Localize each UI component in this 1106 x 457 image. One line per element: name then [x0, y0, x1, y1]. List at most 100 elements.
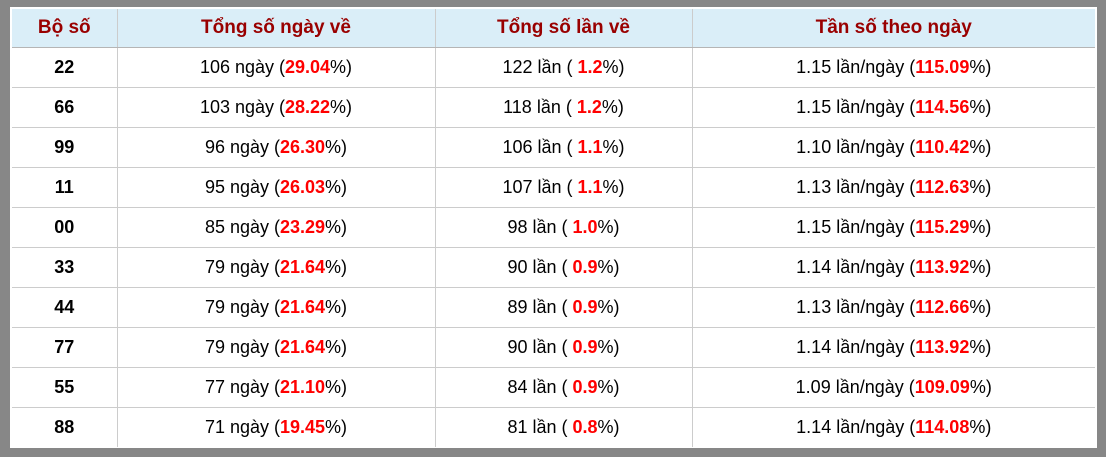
- cell-total-times: 81 lần ( 0.8%): [434, 407, 693, 448]
- frequency-close: %): [969, 297, 992, 317]
- times-close: %): [602, 177, 625, 197]
- cell-total-times: 122 lần ( 1.2%): [434, 47, 693, 88]
- days-close: %): [325, 337, 348, 357]
- days-text: 95 ngày (: [204, 177, 280, 197]
- col-header-daily-frequency: Tần số theo ngày: [691, 8, 1096, 48]
- frequency-percent-highlight: 114.56: [915, 97, 970, 117]
- frequency-close: %): [969, 177, 992, 197]
- frequency-percent-highlight: 115.09: [915, 57, 970, 77]
- days-text: 85 ngày (: [204, 217, 280, 237]
- pair-number: 11: [54, 177, 74, 197]
- days-percent-highlight: 23.29: [280, 217, 326, 237]
- cell-total-times: 90 lần ( 0.9%): [434, 247, 693, 288]
- times-text: 98 lần (: [507, 217, 573, 237]
- cell-pair-number: 22: [11, 47, 118, 88]
- cell-total-days: 106 ngày (29.04%): [116, 47, 436, 88]
- cell-total-times: 106 lần ( 1.1%): [434, 127, 693, 168]
- cell-total-times: 89 lần ( 0.9%): [434, 287, 693, 328]
- pair-number: 55: [54, 377, 75, 397]
- days-percent-highlight: 29.04: [285, 57, 331, 77]
- frequency-close: %): [969, 377, 992, 397]
- table-row: 88 71 ngày (19.45%) 81 lần ( 0.8%) 1.14 …: [11, 407, 1096, 448]
- cell-total-days: 96 ngày (26.30%): [116, 127, 436, 168]
- times-text: 118 lần (: [503, 97, 577, 117]
- cell-daily-frequency: 1.10 lần/ngày (110.42%): [691, 127, 1096, 168]
- frequency-text: 1.14 lần/ngày (: [796, 337, 916, 357]
- days-close: %): [330, 97, 353, 117]
- days-text: 106 ngày (: [199, 57, 285, 77]
- frequency-percent-highlight: 113.92: [915, 337, 970, 357]
- cell-daily-frequency: 1.15 lần/ngày (115.29%): [691, 207, 1096, 248]
- times-close: %): [597, 257, 620, 277]
- table-row: 11 95 ngày (26.03%) 107 lần ( 1.1%) 1.13…: [11, 167, 1096, 208]
- times-text: 84 lần (: [507, 377, 573, 397]
- times-percent-highlight: 0.8: [572, 417, 598, 437]
- frequency-text: 1.15 lần/ngày (: [796, 97, 916, 117]
- times-text: 90 lần (: [507, 257, 573, 277]
- frequency-close: %): [969, 137, 992, 157]
- times-percent-highlight: 1.2: [576, 97, 602, 117]
- cell-total-days: 103 ngày (28.22%): [116, 87, 436, 128]
- cell-total-days: 79 ngày (21.64%): [116, 287, 436, 328]
- days-close: %): [325, 297, 348, 317]
- times-close: %): [597, 377, 620, 397]
- cell-pair-number: 88: [11, 407, 118, 448]
- days-percent-highlight: 21.64: [280, 297, 326, 317]
- frequency-text: 1.10 lần/ngày (: [796, 137, 916, 157]
- header-row: Bộ số Tổng số ngày về Tổng số lần về Tần…: [11, 8, 1096, 48]
- days-text: 79 ngày (: [204, 257, 280, 277]
- frequency-percent-highlight: 113.92: [915, 257, 970, 277]
- pair-number: 44: [54, 297, 75, 317]
- times-close: %): [597, 217, 620, 237]
- lottery-stats-table: Bộ số Tổng số ngày về Tổng số lần về Tần…: [11, 8, 1096, 448]
- frequency-percent-highlight: 112.66: [915, 297, 970, 317]
- times-text: 122 lần (: [502, 57, 578, 77]
- times-percent-highlight: 0.9: [572, 377, 598, 397]
- days-text: 77 ngày (: [204, 377, 280, 397]
- pair-number: 22: [54, 57, 75, 77]
- frequency-close: %): [969, 417, 992, 437]
- days-close: %): [325, 417, 348, 437]
- days-percent-highlight: 21.10: [280, 377, 326, 397]
- table-row: 33 79 ngày (21.64%) 90 lần ( 0.9%) 1.14 …: [11, 247, 1096, 288]
- times-close: %): [602, 57, 625, 77]
- times-text: 89 lần (: [507, 297, 573, 317]
- times-percent-highlight: 1.2: [577, 57, 603, 77]
- days-percent-highlight: 21.64: [280, 337, 326, 357]
- days-percent-highlight: 28.22: [285, 97, 331, 117]
- times-percent-highlight: 0.9: [572, 297, 598, 317]
- cell-daily-frequency: 1.13 lần/ngày (112.63%): [691, 167, 1096, 208]
- table-inner-margin: Bộ số Tổng số ngày về Tổng số lần về Tần…: [10, 7, 1097, 448]
- frequency-text: 1.15 lần/ngày (: [796, 57, 916, 77]
- cell-total-days: 79 ngày (21.64%): [116, 247, 436, 288]
- times-text: 106 lần (: [502, 137, 578, 157]
- cell-daily-frequency: 1.13 lần/ngày (112.66%): [691, 287, 1096, 328]
- cell-daily-frequency: 1.15 lần/ngày (114.56%): [691, 87, 1096, 128]
- table-row: 77 79 ngày (21.64%) 90 lần ( 0.9%) 1.14 …: [11, 327, 1096, 368]
- times-percent-highlight: 0.9: [572, 257, 598, 277]
- days-percent-highlight: 26.03: [280, 177, 326, 197]
- cell-pair-number: 44: [11, 287, 118, 328]
- frequency-percent-highlight: 110.42: [915, 137, 970, 157]
- cell-pair-number: 66: [11, 87, 118, 128]
- frequency-percent-highlight: 109.09: [914, 377, 970, 397]
- frequency-percent-highlight: 112.63: [915, 177, 970, 197]
- days-percent-highlight: 21.64: [280, 257, 326, 277]
- times-percent-highlight: 0.9: [572, 337, 598, 357]
- cell-total-times: 118 lần ( 1.2%): [434, 87, 693, 128]
- days-text: 103 ngày (: [199, 97, 285, 117]
- days-text: 79 ngày (: [204, 337, 280, 357]
- frequency-percent-highlight: 115.29: [915, 217, 970, 237]
- cell-pair-number: 00: [11, 207, 118, 248]
- days-close: %): [325, 377, 348, 397]
- frequency-text: 1.15 lần/ngày (: [796, 217, 916, 237]
- pair-number: 66: [54, 97, 75, 117]
- days-close: %): [325, 257, 348, 277]
- pair-number: 33: [54, 257, 75, 277]
- cell-daily-frequency: 1.14 lần/ngày (113.92%): [691, 327, 1096, 368]
- days-close: %): [325, 177, 348, 197]
- cell-daily-frequency: 1.14 lần/ngày (113.92%): [691, 247, 1096, 288]
- times-percent-highlight: 1.0: [572, 217, 598, 237]
